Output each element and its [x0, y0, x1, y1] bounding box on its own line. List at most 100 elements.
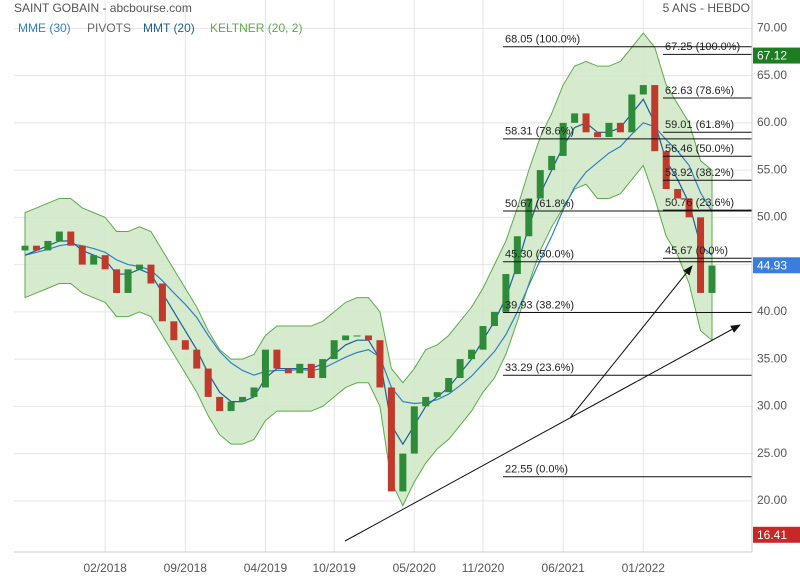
candle [433, 392, 441, 397]
chart-title: SAINT GOBAIN - abcbourse.com [14, 1, 192, 15]
candle [639, 85, 647, 95]
legend-item: KELTNER (20, 2) [210, 21, 302, 35]
candle [90, 255, 98, 265]
candle [548, 155, 556, 171]
candle [261, 349, 269, 388]
candle [113, 269, 121, 293]
fibonacci-label: 39.93 (38.2%) [505, 299, 574, 311]
candle [399, 453, 407, 492]
candle [55, 231, 63, 241]
fibonacci-label: 53.92 (38.2%) [665, 167, 734, 179]
candle [181, 340, 189, 350]
trend-arrow [569, 265, 693, 419]
legend-item: MMT (20) [143, 21, 195, 35]
candle [124, 269, 132, 293]
x-tick-label: 09/2018 [164, 561, 208, 575]
candle [376, 340, 384, 388]
candle [490, 311, 498, 327]
candle [136, 264, 143, 270]
candle [342, 335, 350, 341]
candle [387, 387, 395, 492]
y-tick-label: 50.00 [757, 210, 787, 224]
fibonacci-label: 45.30 (50.0%) [505, 249, 574, 261]
y-tick-label: 40.00 [757, 304, 787, 318]
legend-item: MME (30) [18, 21, 71, 35]
candle [147, 264, 155, 284]
y-tick-label: 20.00 [757, 493, 787, 507]
fibonacci-label: 68.05 (100.0%) [505, 34, 580, 46]
candle [21, 245, 29, 251]
price-tag-label: 44.93 [757, 258, 787, 272]
x-tick-label: 06/2021 [541, 561, 585, 575]
candle [158, 283, 166, 322]
candle [204, 368, 212, 397]
y-tick-label: 25.00 [757, 446, 787, 460]
price-tag-label: 67.12 [757, 49, 787, 63]
candle [708, 265, 716, 293]
fibonacci-layer: 68.05 (100.0%) 58.31 (78.6%) 50.67 (61.8%)… [503, 34, 752, 478]
candle [674, 189, 682, 199]
fibonacci-label: 56.46 (50.0%) [665, 143, 734, 155]
candle [594, 132, 601, 138]
y-tick-label: 30.00 [757, 399, 787, 413]
candle [250, 387, 258, 397]
fibonacci-label: 50.67 (61.8%) [505, 198, 574, 210]
fibonacci-label: 22.55 (0.0%) [505, 464, 568, 476]
candle [170, 321, 178, 341]
trend-arrow [344, 324, 741, 542]
candle [284, 368, 292, 374]
x-tick-label: 11/2020 [462, 561, 505, 575]
fibonacci-label: 62.63 (78.6%) [665, 85, 734, 97]
fibonacci-label: 58.31 (78.6%) [505, 126, 574, 138]
x-tick-label: 05/2020 [393, 561, 437, 575]
candle [479, 326, 487, 350]
x-tick-label: 01/2022 [622, 561, 666, 575]
candle [273, 349, 281, 369]
candle [365, 335, 372, 341]
candle [651, 85, 659, 152]
candle [662, 151, 670, 190]
x-tick-label: 10/2019 [312, 561, 356, 575]
candle [216, 396, 224, 412]
candle [319, 359, 327, 379]
price-tag-label: 16.41 [757, 528, 787, 542]
candle [101, 255, 109, 270]
legend-item: PIVOTS [87, 21, 131, 35]
candle [616, 122, 624, 133]
price-tag [753, 526, 800, 543]
candle [296, 363, 304, 374]
candle [685, 198, 693, 218]
y-tick-label: 35.00 [757, 351, 787, 365]
marks-layer [21, 85, 716, 492]
candle [78, 245, 86, 265]
candle [502, 274, 510, 312]
candle [525, 198, 533, 237]
candle [559, 122, 567, 156]
fibonacci-label: 67.25 (100.0%) [665, 41, 740, 53]
candle [227, 401, 235, 412]
y-tick-label: 65.00 [757, 68, 787, 82]
fibonacci-label: 45.67 (0.0%) [665, 245, 728, 257]
fibonacci-label: 59.01 (61.8%) [665, 119, 734, 131]
x-tick-label: 04/2019 [244, 561, 288, 575]
candle [456, 359, 464, 379]
y-tick-label: 70.00 [757, 21, 787, 35]
fibonacci-label: 33.29 (23.6%) [505, 362, 574, 374]
candle [239, 396, 247, 402]
candle [513, 236, 521, 275]
candle [582, 113, 590, 133]
chart-subtitle: 5 ANS - HEBDO [663, 1, 750, 15]
y-tick-label: 55.00 [757, 162, 787, 176]
candle [445, 378, 453, 393]
candle [422, 396, 430, 407]
candle [605, 122, 613, 138]
candle [410, 406, 418, 454]
candle [307, 363, 315, 379]
price-tag [753, 257, 800, 274]
candle [44, 240, 52, 251]
candle [32, 245, 40, 251]
y-tick-label: 60.00 [757, 115, 787, 129]
candle [353, 335, 361, 337]
candle [330, 340, 338, 360]
